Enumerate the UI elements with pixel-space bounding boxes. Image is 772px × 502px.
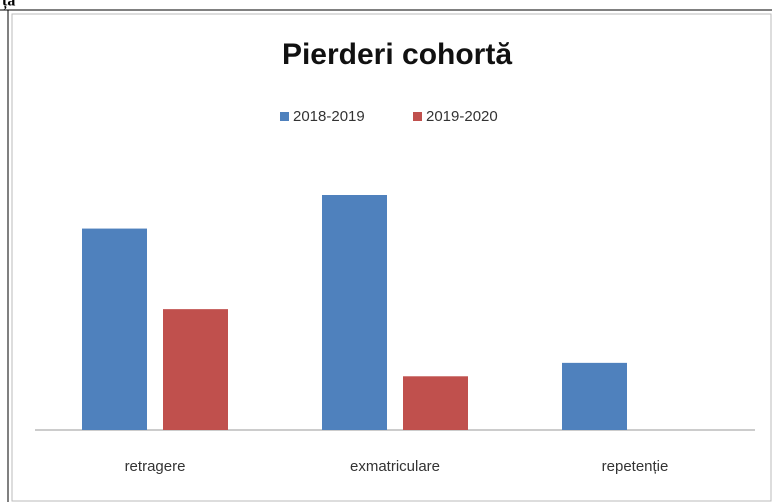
legend-label: 2018-2019 <box>293 108 365 125</box>
bar <box>163 309 228 430</box>
x-tick-label: exmatriculare <box>350 458 440 475</box>
bar <box>322 195 387 430</box>
x-tick-label: retragere <box>125 458 186 475</box>
legend-swatch <box>413 112 422 121</box>
bar <box>403 376 468 430</box>
legend-swatch <box>280 112 289 121</box>
bar <box>562 362 627 430</box>
bar <box>82 228 147 430</box>
header-fragment: ța <box>2 0 15 11</box>
legend-label: 2019-2020 <box>426 108 498 125</box>
chart-title: Pierderi cohortă <box>282 38 512 71</box>
x-tick-label: repetenție <box>602 458 669 475</box>
